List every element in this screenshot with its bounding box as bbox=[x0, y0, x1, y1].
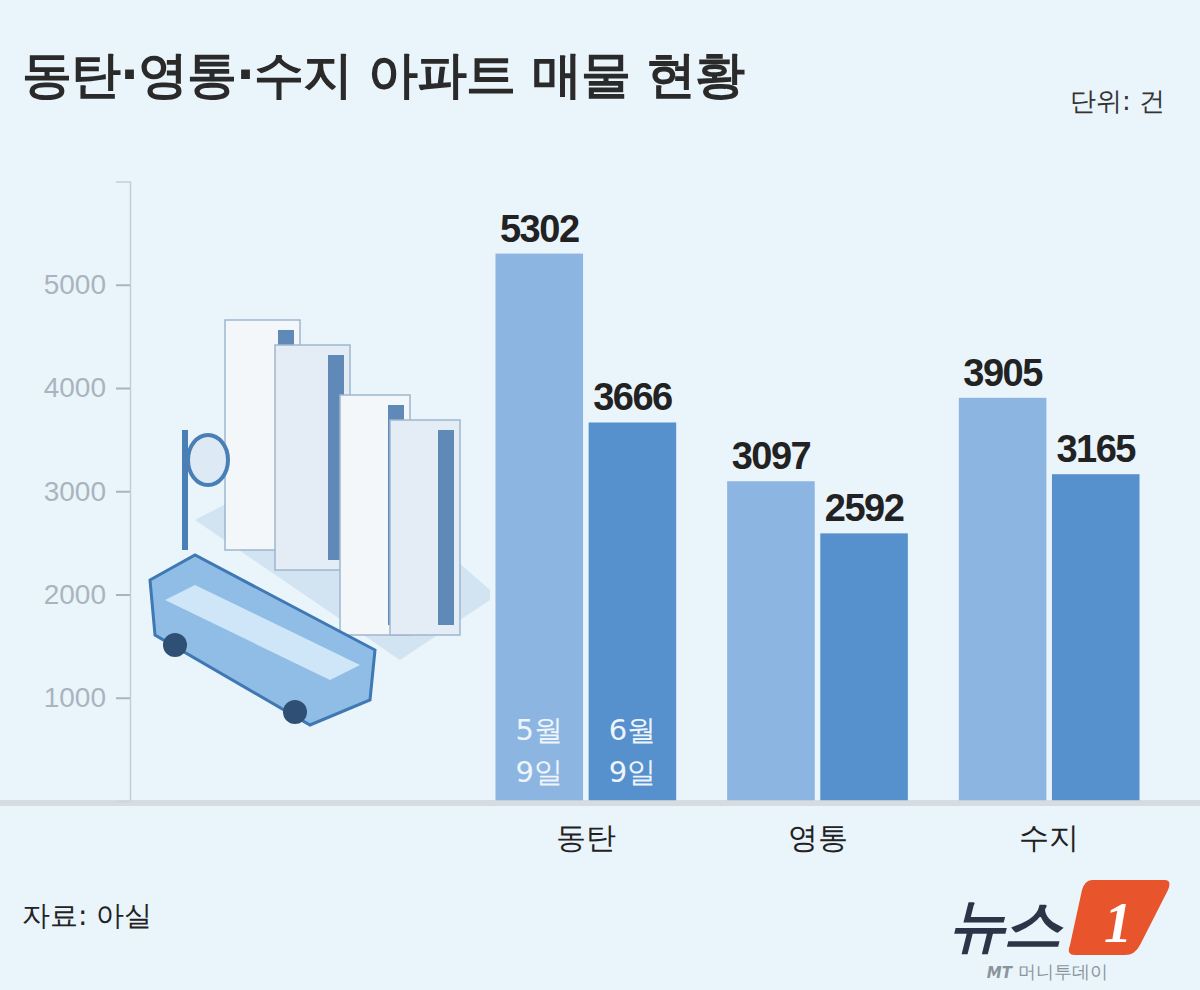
x-tick: 영통 bbox=[788, 821, 848, 854]
bar bbox=[820, 533, 908, 801]
data-label: 2592 bbox=[825, 487, 904, 529]
y-tick-mark bbox=[116, 594, 130, 596]
chart: 동탄·영통·수지 아파트 매물 현황단위: 건자료: 아실 1000 2000 300… bbox=[0, 0, 1200, 990]
bar bbox=[589, 422, 677, 801]
series-labels: 5월9일 6월9일 bbox=[516, 713, 657, 789]
y-tick-label: 4000 bbox=[44, 372, 106, 403]
x-tick-label: 동탄 bbox=[556, 821, 616, 854]
unit-label: 단위: 건 bbox=[1070, 86, 1165, 116]
background bbox=[0, 0, 1200, 990]
credit-text: 머니투데이 bbox=[1018, 961, 1108, 982]
data-label: 5302 bbox=[500, 208, 579, 250]
logo: 뉴스 1 MT머니투데이 bbox=[948, 880, 1169, 982]
y-tick: 2000 bbox=[44, 579, 130, 610]
y-tick: 4000 bbox=[44, 372, 130, 403]
credit-mark: MT bbox=[987, 964, 1014, 982]
x-tick-label: 수지 bbox=[1019, 821, 1079, 854]
series-label: 5월9일 bbox=[516, 713, 563, 789]
y-tick-label: 3000 bbox=[44, 476, 106, 507]
y-tick-mark bbox=[116, 388, 130, 390]
y-tick-label: 2000 bbox=[44, 579, 106, 610]
illustration bbox=[150, 320, 490, 725]
bar bbox=[727, 481, 815, 801]
source-label: 자료: 아실 bbox=[22, 899, 152, 932]
x-axis: 동탄 영통 수지 bbox=[556, 821, 1079, 854]
y-axis: 1000 2000 3000 4000 5000 bbox=[44, 182, 131, 802]
logo-badge bbox=[1069, 880, 1170, 955]
sign bbox=[188, 435, 228, 485]
sign-pole bbox=[182, 430, 188, 550]
y-axis-line bbox=[116, 182, 131, 802]
x-tick-label: 영통 bbox=[788, 821, 848, 854]
building-side bbox=[438, 430, 454, 625]
data-label: 3097 bbox=[732, 435, 811, 477]
x-tick: 수지 bbox=[1019, 821, 1079, 854]
bus-window bbox=[165, 585, 360, 680]
building bbox=[275, 345, 350, 570]
y-tick: 1000 bbox=[44, 682, 130, 713]
data-label: 3165 bbox=[1056, 428, 1136, 470]
y-tick-label: 1000 bbox=[44, 682, 106, 713]
logo-number: 1 bbox=[1104, 892, 1132, 954]
logo-text: 뉴스 bbox=[948, 891, 1064, 959]
bar bbox=[959, 398, 1047, 801]
data-labels: 5302 3097 3905 3666 2592 3165 bbox=[500, 208, 1136, 530]
data-label: 3905 bbox=[963, 352, 1043, 394]
y-tick: 3000 bbox=[44, 476, 130, 507]
y-tick-mark bbox=[116, 697, 130, 699]
series-label: 6월9일 bbox=[609, 713, 656, 789]
y-tick: 5000 bbox=[44, 269, 130, 300]
x-tick: 동탄 bbox=[556, 821, 616, 854]
y-tick-label: 5000 bbox=[44, 269, 106, 300]
bar bbox=[1052, 474, 1140, 801]
bar bbox=[495, 254, 583, 801]
title: 동탄·영통·수지 아파트 매물 현황 bbox=[22, 46, 745, 104]
bus-wheel bbox=[283, 700, 307, 724]
baseline bbox=[0, 800, 1200, 806]
bus-wheel bbox=[163, 633, 187, 657]
bars bbox=[495, 254, 1139, 801]
data-label: 3666 bbox=[593, 376, 672, 418]
building bbox=[390, 420, 460, 635]
y-tick-mark bbox=[116, 491, 130, 493]
bus bbox=[150, 555, 375, 725]
y-tick-mark bbox=[116, 284, 130, 286]
